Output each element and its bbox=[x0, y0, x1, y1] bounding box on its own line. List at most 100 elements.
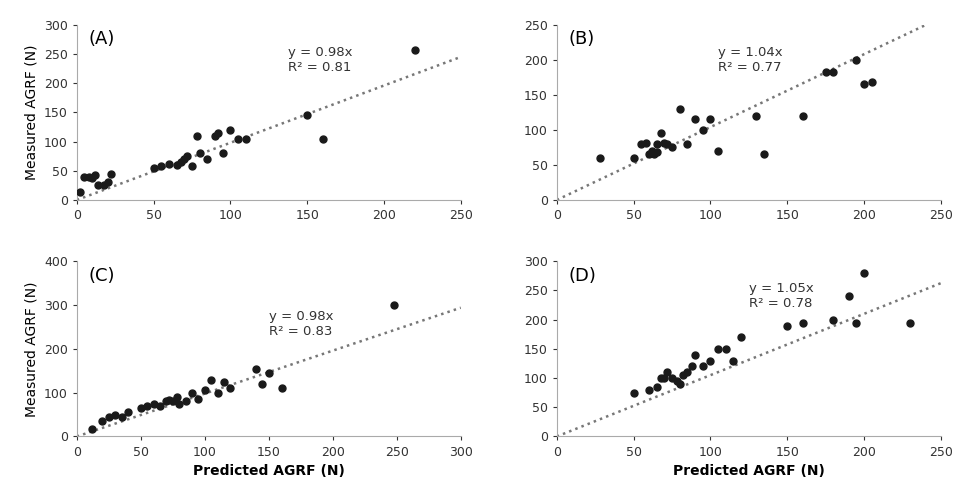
Point bbox=[254, 380, 270, 388]
Text: y = 0.98x
R² = 0.83: y = 0.98x R² = 0.83 bbox=[269, 310, 333, 338]
Text: y = 0.98x
R² = 0.81: y = 0.98x R² = 0.81 bbox=[288, 46, 352, 74]
Point bbox=[672, 105, 687, 113]
Point bbox=[654, 374, 669, 382]
Point bbox=[101, 413, 116, 421]
Point bbox=[672, 380, 687, 388]
Point bbox=[114, 413, 130, 421]
Point bbox=[191, 395, 206, 403]
Point bbox=[238, 135, 253, 143]
Point bbox=[710, 147, 726, 155]
Point bbox=[669, 377, 684, 385]
Point bbox=[169, 161, 184, 169]
Point bbox=[649, 383, 664, 391]
X-axis label: Predicted AGRF (N): Predicted AGRF (N) bbox=[673, 464, 825, 478]
Point bbox=[174, 158, 189, 166]
Point bbox=[407, 46, 422, 54]
Point bbox=[749, 112, 764, 120]
Point bbox=[87, 172, 103, 180]
Text: (C): (C) bbox=[88, 266, 115, 285]
Text: y = 1.04x
R² = 0.77: y = 1.04x R² = 0.77 bbox=[718, 46, 782, 74]
Point bbox=[795, 318, 810, 326]
Point bbox=[687, 351, 703, 359]
Point bbox=[856, 269, 872, 277]
Point bbox=[695, 363, 710, 371]
Point bbox=[733, 333, 749, 341]
Point bbox=[649, 148, 664, 156]
Point bbox=[249, 365, 264, 372]
Point bbox=[146, 164, 161, 172]
Point bbox=[756, 150, 772, 158]
Text: y = 1.05x
R² = 0.78: y = 1.05x R² = 0.78 bbox=[749, 282, 813, 310]
Point bbox=[315, 135, 330, 143]
Point bbox=[695, 126, 710, 134]
Point bbox=[161, 396, 177, 404]
Point bbox=[184, 389, 200, 397]
Point bbox=[216, 378, 231, 386]
Point bbox=[274, 384, 289, 392]
Point bbox=[158, 397, 174, 405]
Point bbox=[100, 179, 115, 186]
Point bbox=[300, 111, 315, 119]
Point bbox=[180, 152, 195, 160]
Point bbox=[795, 112, 810, 120]
Point bbox=[97, 182, 112, 189]
Point bbox=[210, 389, 226, 397]
Text: (D): (D) bbox=[568, 266, 596, 285]
Point bbox=[680, 140, 695, 148]
Point bbox=[626, 389, 641, 397]
Point bbox=[856, 80, 872, 88]
Point bbox=[77, 173, 92, 181]
Point bbox=[634, 140, 649, 148]
Point bbox=[657, 138, 672, 146]
Point bbox=[641, 150, 657, 158]
Point bbox=[849, 318, 864, 326]
Point bbox=[660, 140, 675, 148]
Point bbox=[207, 132, 223, 140]
Point bbox=[90, 182, 106, 189]
Point bbox=[169, 393, 184, 401]
Point bbox=[826, 316, 841, 324]
Point bbox=[153, 402, 168, 410]
Point bbox=[192, 149, 207, 157]
Point bbox=[133, 404, 149, 412]
Point bbox=[644, 147, 660, 155]
Point bbox=[826, 68, 841, 76]
Point bbox=[654, 129, 669, 137]
Point bbox=[664, 143, 680, 151]
Point bbox=[687, 116, 703, 124]
Point bbox=[178, 397, 193, 405]
Point bbox=[684, 363, 700, 371]
Point bbox=[703, 116, 718, 124]
Point bbox=[680, 368, 695, 376]
Point bbox=[120, 408, 135, 416]
Point bbox=[72, 188, 87, 196]
Point bbox=[108, 411, 123, 419]
Point bbox=[189, 132, 204, 140]
Point bbox=[139, 402, 155, 410]
Point bbox=[82, 173, 97, 181]
Point bbox=[841, 292, 856, 300]
Point bbox=[849, 56, 864, 64]
Point bbox=[95, 417, 110, 425]
Point bbox=[184, 162, 200, 170]
Point bbox=[703, 357, 718, 365]
Point bbox=[84, 425, 100, 433]
Y-axis label: Measured AGRF (N): Measured AGRF (N) bbox=[24, 45, 38, 180]
Point bbox=[197, 386, 212, 394]
Point bbox=[146, 400, 161, 408]
Point bbox=[172, 400, 187, 408]
Point bbox=[84, 174, 100, 182]
Point bbox=[726, 357, 741, 365]
Point bbox=[664, 374, 680, 382]
Point bbox=[223, 126, 238, 134]
Point bbox=[641, 386, 657, 394]
Point bbox=[165, 397, 180, 405]
Point bbox=[223, 384, 238, 392]
X-axis label: Predicted AGRF (N): Predicted AGRF (N) bbox=[193, 464, 345, 478]
Point bbox=[626, 154, 641, 162]
Point bbox=[103, 170, 118, 178]
Point bbox=[657, 374, 672, 382]
Point bbox=[261, 369, 276, 377]
Point bbox=[660, 368, 675, 376]
Y-axis label: Measured AGRF (N): Measured AGRF (N) bbox=[24, 281, 38, 417]
